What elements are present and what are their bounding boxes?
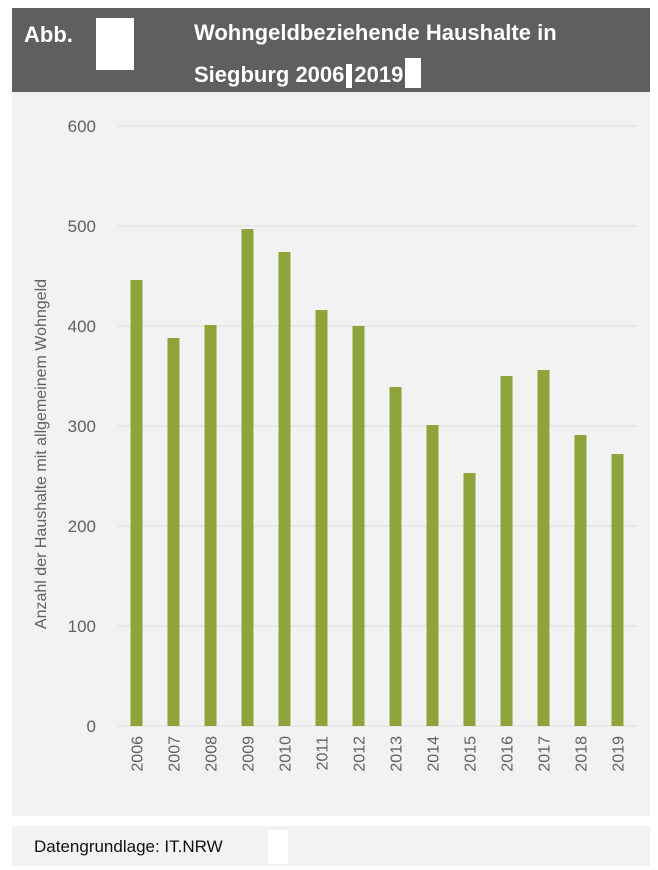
y-tick-label: 100 <box>68 617 96 636</box>
x-tick-label: 2009 <box>241 736 258 772</box>
y-tick-label: 300 <box>68 417 96 436</box>
footer-blank <box>268 830 288 864</box>
chart-title-line2: Siegburg 2006 2019 <box>194 58 422 88</box>
bar <box>130 280 143 726</box>
bar <box>537 370 550 726</box>
source-note: Datengrundlage: IT.NRW <box>34 837 223 856</box>
y-tick-label: 0 <box>87 717 96 736</box>
chart-title-line1: Wohngeldbeziehende Haushalte in <box>194 20 557 45</box>
y-tick-label: 600 <box>68 117 96 136</box>
chart-header: Abb. Wohngeldbeziehende Haushalte in Sie… <box>12 8 650 92</box>
source-footer: Datengrundlage: IT.NRW <box>12 826 650 866</box>
x-tick-label: 2010 <box>278 736 295 772</box>
title-tail-blank <box>405 58 422 88</box>
bar <box>611 454 624 726</box>
bar <box>204 325 217 726</box>
plot-area: 0 100 200 300 400 500 600 Anzahl der Haushalte … <box>12 92 650 816</box>
figure-label: Abb. <box>24 22 73 47</box>
x-tick-label: 2017 <box>537 736 554 772</box>
y-tick-label: 200 <box>68 517 96 536</box>
x-tick-label: 2013 <box>389 736 406 772</box>
bar <box>426 425 439 726</box>
bar <box>352 326 365 726</box>
title-part2: 2019 <box>354 61 404 87</box>
bar-chart: 0 100 200 300 400 500 600 Anzahl der Haushalte … <box>33 117 636 772</box>
bar <box>278 252 291 726</box>
bar <box>463 473 476 726</box>
x-tick-label: 2012 <box>352 736 369 772</box>
figure-number-blank <box>96 18 134 70</box>
bar <box>574 435 587 726</box>
x-tick-label: 2007 <box>167 736 184 772</box>
x-tick-label: 2019 <box>611 736 628 772</box>
x-tick-label: 2006 <box>130 736 147 772</box>
bar <box>389 387 402 726</box>
bar <box>241 229 254 726</box>
y-tick-label: 400 <box>68 317 96 336</box>
x-tick-label: 2015 <box>463 736 480 772</box>
bar <box>167 338 180 726</box>
x-tick-label: 2008 <box>204 736 221 772</box>
title-part1: Siegburg 2006 <box>194 61 345 87</box>
y-tick-label: 500 <box>68 217 96 236</box>
x-tick-label: 2018 <box>574 736 591 772</box>
x-tick-label: 2014 <box>426 736 443 772</box>
bar <box>315 310 328 726</box>
x-tick-label: 2011 <box>315 736 332 771</box>
bar <box>500 376 513 726</box>
x-tick-label: 2016 <box>500 736 517 772</box>
title-dash-blank <box>346 64 353 88</box>
y-axis-title: Anzahl der Haushalte mit allgemeinem Woh… <box>33 279 50 629</box>
